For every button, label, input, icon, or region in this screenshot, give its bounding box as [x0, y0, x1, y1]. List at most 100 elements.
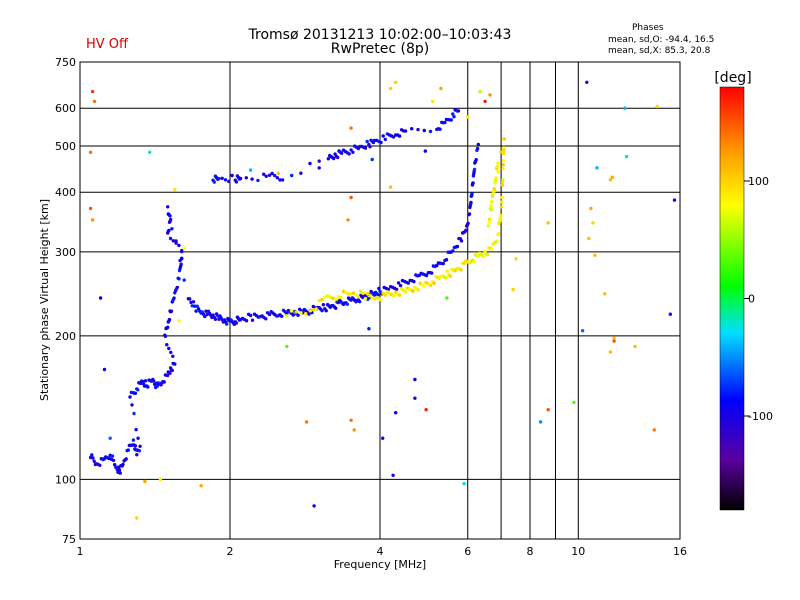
- o-mode-point: [190, 304, 194, 308]
- x-mode-point: [496, 161, 500, 165]
- x-tick-label: 2: [227, 545, 234, 558]
- noise-point: [135, 516, 139, 520]
- o-mode-point: [326, 157, 330, 161]
- x-mode-point: [488, 217, 492, 221]
- x-mode-point: [317, 298, 321, 303]
- noise-point: [623, 106, 627, 110]
- noise-point: [90, 89, 95, 94]
- x-mode-point: [320, 298, 324, 302]
- o-mode-point: [167, 228, 171, 233]
- o-mode-point: [138, 444, 142, 448]
- noise-point: [624, 154, 629, 159]
- noise-point: [312, 504, 316, 508]
- noise-point: [199, 484, 203, 488]
- x-mode-point: [500, 180, 505, 185]
- o-mode-point: [377, 286, 381, 291]
- o-mode-point: [379, 140, 383, 145]
- o-mode-point: [250, 318, 255, 322]
- o-mode-point: [137, 449, 142, 453]
- x-mode-point: [368, 294, 372, 298]
- noise-point: [655, 104, 659, 109]
- noise-point: [466, 115, 470, 119]
- o-mode-point: [98, 463, 102, 467]
- x-mode-point: [294, 310, 298, 314]
- o-mode-point: [459, 239, 464, 243]
- x-mode-point: [403, 290, 408, 294]
- x-mode-point: [323, 295, 327, 299]
- x-mode-point: [501, 166, 505, 171]
- noise-point: [591, 221, 595, 225]
- x-mode-point: [285, 314, 289, 318]
- o-mode-point: [167, 317, 172, 322]
- x-mode-point: [383, 293, 387, 297]
- o-mode-point: [213, 317, 218, 321]
- o-mode-point: [165, 343, 169, 347]
- x-mode-point: [356, 295, 360, 299]
- o-mode-point: [336, 155, 340, 160]
- o-mode-point: [410, 127, 414, 131]
- colorbar-tick-label: 0: [748, 293, 755, 306]
- o-mode-point: [296, 313, 300, 317]
- o-mode-point: [451, 112, 455, 116]
- x-mode-point: [314, 307, 318, 311]
- o-mode-point: [132, 411, 136, 416]
- o-mode-point: [136, 388, 140, 392]
- noise-point: [572, 400, 576, 405]
- x-mode-point: [289, 309, 294, 313]
- x-mode-point: [459, 268, 463, 272]
- o-mode-point: [179, 262, 183, 266]
- o-mode-point: [146, 385, 150, 389]
- o-mode-point: [397, 134, 402, 138]
- noise-point: [608, 350, 613, 354]
- o-mode-point: [230, 173, 234, 178]
- o-mode-point: [134, 427, 138, 432]
- o-mode-point: [443, 120, 447, 125]
- noise-point: [668, 312, 672, 316]
- noise-point: [248, 168, 253, 172]
- o-mode-point: [178, 258, 182, 263]
- x-mode-point: [391, 294, 396, 298]
- y-tick-label: 300: [55, 246, 76, 259]
- x-mode-point: [489, 247, 494, 251]
- o-mode-point: [451, 249, 455, 253]
- o-mode-point: [270, 171, 274, 176]
- noise-point: [587, 236, 591, 241]
- o-mode-point: [267, 173, 272, 177]
- o-mode-point: [171, 354, 175, 358]
- x-mode-point: [429, 283, 433, 288]
- o-mode-point: [169, 350, 173, 355]
- x-mode-point: [331, 296, 335, 300]
- o-mode-point: [321, 303, 326, 307]
- o-mode-point: [449, 118, 453, 122]
- o-mode-point: [412, 279, 416, 284]
- o-mode-point: [455, 244, 460, 249]
- o-mode-point: [133, 444, 138, 448]
- axes: 1 2 4 6 8 10 16 75 100 200 300 400 500 600 750: [55, 56, 687, 558]
- o-mode-point: [166, 212, 170, 216]
- o-mode-point: [162, 380, 166, 384]
- noise-point: [391, 473, 395, 477]
- o-mode-point: [475, 146, 480, 151]
- o-mode-point: [470, 192, 474, 196]
- o-mode-point: [169, 309, 174, 313]
- colorbar-ticks: 100 0 -100: [744, 175, 773, 423]
- o-mode-point: [111, 458, 116, 463]
- o-mode-point: [175, 285, 179, 290]
- x-mode-point: [444, 276, 448, 280]
- x-mode-point: [448, 274, 453, 278]
- o-mode-point: [472, 167, 477, 172]
- o-mode-point: [135, 453, 139, 457]
- y-tick-label: 600: [55, 102, 76, 115]
- colorbar-tick-label: -100: [748, 410, 773, 423]
- noise-point: [148, 150, 152, 154]
- o-mode-point: [166, 373, 170, 378]
- o-mode-point: [170, 227, 174, 231]
- noise-point: [285, 344, 289, 349]
- o-mode-point: [128, 395, 132, 399]
- noise-point: [182, 246, 187, 251]
- noise-point: [276, 171, 280, 176]
- o-mode-point: [117, 468, 122, 472]
- o-mode-point: [365, 139, 369, 144]
- o-mode-point: [264, 317, 268, 321]
- x-mode-point: [493, 181, 497, 185]
